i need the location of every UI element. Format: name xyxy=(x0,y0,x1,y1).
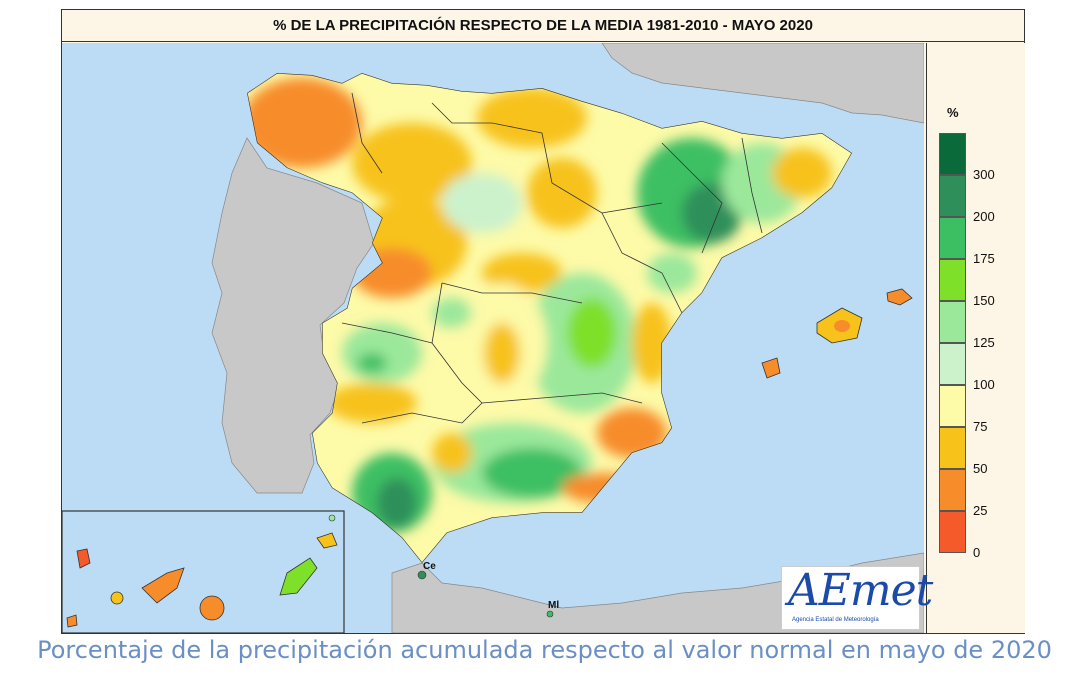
legend-color-box xyxy=(939,511,966,553)
ceuta-marker xyxy=(417,570,427,580)
canary-islands-inset xyxy=(61,510,345,634)
legend-tick-label: 25 xyxy=(973,503,988,518)
legend-color-box xyxy=(939,469,966,511)
legend-color-box xyxy=(939,385,966,427)
precipitation-field xyxy=(247,73,852,563)
balearic-islands xyxy=(761,288,913,379)
aemet-logo: AEmet Agencia Estatal de Meteorología xyxy=(781,565,933,630)
legend-tick-label: 125 xyxy=(973,335,995,350)
legend-color-box xyxy=(939,343,966,385)
legend-tick-label: 50 xyxy=(973,461,988,476)
figure-caption: Porcentaje de la precipitación acumulada… xyxy=(37,636,1052,664)
portugal-land xyxy=(211,137,375,494)
melilla-marker xyxy=(546,610,554,618)
legend-tick-label: 0 xyxy=(973,545,981,560)
aemet-logo-text: AEmet xyxy=(788,565,933,616)
legend-color-box xyxy=(939,217,966,259)
legend-color-box xyxy=(939,427,966,469)
melilla-label: Ml xyxy=(548,600,559,611)
legend-tick-label: 300 xyxy=(973,167,995,182)
legend-tick-label: 75 xyxy=(973,419,988,434)
legend-tick-label: 200 xyxy=(973,209,995,224)
legend-unit: % xyxy=(947,105,959,120)
legend-color-box xyxy=(939,133,966,175)
aemet-logo-subtitle: Agencia Estatal de Meteorología xyxy=(792,617,879,623)
legend-color-box xyxy=(939,259,966,301)
legend-tick-label: 175 xyxy=(973,251,995,266)
legend-panel: % 300 200 175 150 125 100 75 50 25 0 xyxy=(926,43,1025,633)
map-title: % DE LA PRECIPITACIÓN RESPECTO DE LA MED… xyxy=(61,9,1025,42)
legend-color-box xyxy=(939,175,966,217)
legend-color-box xyxy=(939,301,966,343)
legend-tick-label: 150 xyxy=(973,293,995,308)
precipitation-map: Ce Ml xyxy=(61,42,925,634)
ceuta-label: Ce xyxy=(423,561,436,572)
legend-tick-label: 100 xyxy=(973,377,995,392)
